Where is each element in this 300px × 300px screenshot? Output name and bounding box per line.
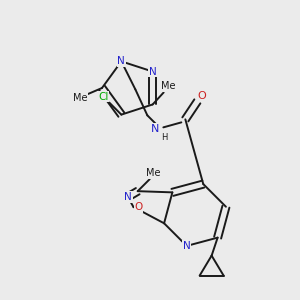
- Text: O: O: [197, 92, 206, 101]
- Text: Me: Me: [146, 168, 161, 178]
- Text: H: H: [161, 133, 167, 142]
- Text: N: N: [124, 192, 132, 202]
- Text: N: N: [183, 241, 190, 251]
- Text: N: N: [118, 56, 125, 66]
- Text: Cl: Cl: [98, 92, 109, 102]
- Text: Me: Me: [73, 93, 87, 103]
- Text: N: N: [149, 67, 157, 76]
- Text: O: O: [134, 202, 142, 212]
- Text: Me: Me: [161, 82, 176, 92]
- Text: N: N: [151, 124, 160, 134]
